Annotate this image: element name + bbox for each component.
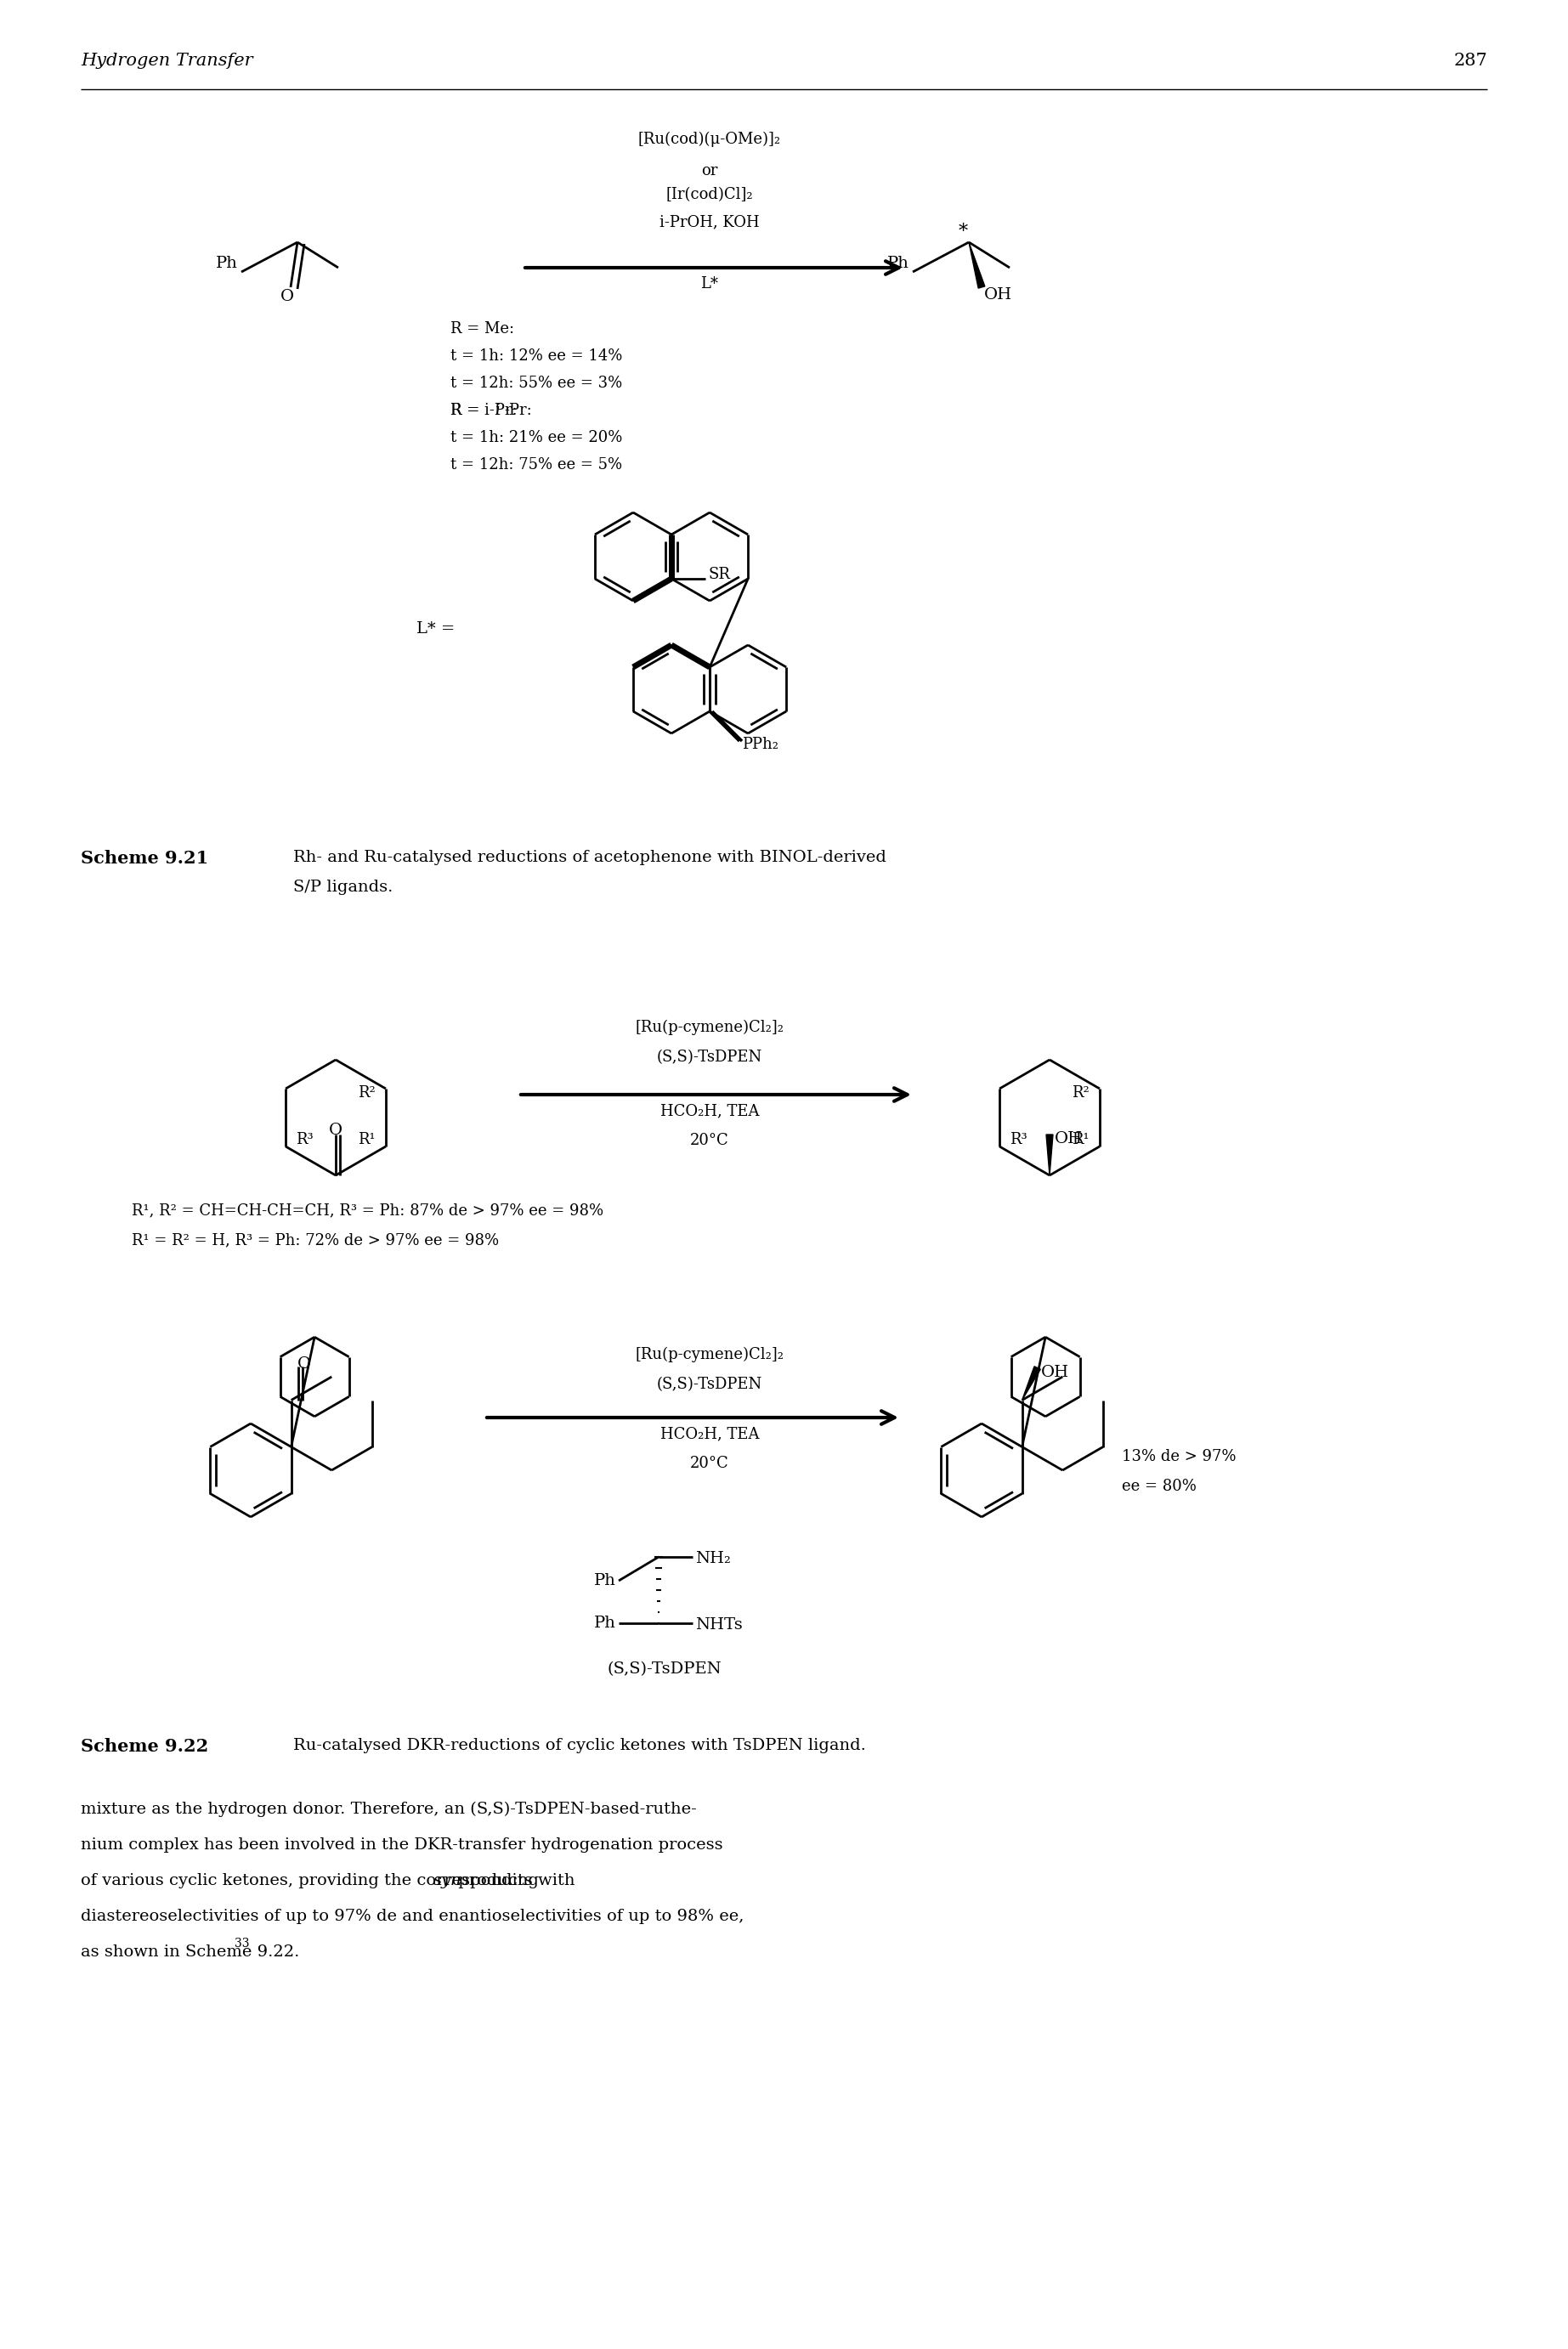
Text: SR: SR (709, 566, 731, 583)
Text: Ph: Ph (594, 1574, 616, 1588)
Text: R¹: R¹ (358, 1132, 376, 1146)
Text: R¹, R² = CH=CH-CH=CH, R³ = Ph: 87% de > 97% ee = 98%: R¹, R² = CH=CH-CH=CH, R³ = Ph: 87% de > … (132, 1203, 604, 1217)
Text: (S,S)-TsDPEN: (S,S)-TsDPEN (608, 1661, 723, 1677)
Text: Rh- and Ru-catalysed reductions of acetophenone with BINOL-derived: Rh- and Ru-catalysed reductions of aceto… (293, 850, 886, 864)
Text: of various cyclic ketones, providing the corresponding: of various cyclic ketones, providing the… (80, 1872, 544, 1889)
Text: (S,S)-TsDPEN: (S,S)-TsDPEN (657, 1377, 762, 1393)
Text: NH₂: NH₂ (695, 1550, 731, 1567)
Text: 20°C: 20°C (690, 1132, 729, 1149)
Text: HCO₂H, TEA: HCO₂H, TEA (660, 1104, 759, 1118)
Text: NHTs: NHTs (695, 1616, 743, 1633)
Text: R²: R² (358, 1085, 376, 1102)
Text: i: i (494, 402, 500, 418)
Text: syn: syn (434, 1872, 463, 1889)
Text: -Pr:: -Pr: (503, 402, 532, 418)
Text: [Ru(p-cymene)Cl₂]₂: [Ru(p-cymene)Cl₂]₂ (635, 1346, 784, 1362)
Text: 13% de > 97%: 13% de > 97% (1123, 1449, 1236, 1463)
Text: HCO₂H, TEA: HCO₂H, TEA (660, 1426, 759, 1442)
Text: O: O (329, 1123, 342, 1137)
Text: OH: OH (1041, 1365, 1069, 1379)
Text: PPh₂: PPh₂ (742, 738, 779, 752)
Text: t = 12h: 75% ee = 5%: t = 12h: 75% ee = 5% (450, 458, 622, 472)
Text: nium complex has been involved in the DKR-transfer hydrogenation process: nium complex has been involved in the DK… (80, 1837, 723, 1853)
Text: Scheme 9.22: Scheme 9.22 (80, 1738, 209, 1755)
Text: Scheme 9.21: Scheme 9.21 (80, 850, 209, 867)
Text: ee = 80%: ee = 80% (1123, 1480, 1196, 1494)
Text: t = 1h: 21% ee = 20%: t = 1h: 21% ee = 20% (450, 430, 622, 446)
Text: Ph: Ph (594, 1616, 616, 1630)
Text: R²: R² (1073, 1085, 1090, 1102)
Text: diastereoselectivities of up to 97% de and enantioselectivities of up to 98% ee,: diastereoselectivities of up to 97% de a… (80, 1910, 743, 1924)
Text: (S,S)-TsDPEN: (S,S)-TsDPEN (657, 1050, 762, 1064)
Text: R³: R³ (296, 1132, 314, 1146)
Polygon shape (1046, 1135, 1054, 1174)
Text: Ph: Ph (887, 256, 909, 270)
Text: L*: L* (701, 277, 718, 291)
Text: t = 12h: 55% ee = 3%: t = 12h: 55% ee = 3% (450, 376, 622, 390)
Text: S/P ligands.: S/P ligands. (293, 879, 394, 895)
Text: O: O (296, 1355, 310, 1372)
Text: O: O (281, 289, 295, 305)
Text: Ru-catalysed DKR-reductions of cyclic ketones with TsDPEN ligand.: Ru-catalysed DKR-reductions of cyclic ke… (293, 1738, 866, 1752)
Text: [Ru(p-cymene)Cl₂]₂: [Ru(p-cymene)Cl₂]₂ (635, 1019, 784, 1036)
Text: [Ru(cod)(μ-OMe)]₂: [Ru(cod)(μ-OMe)]₂ (638, 132, 781, 148)
Text: 287: 287 (1454, 52, 1488, 68)
Text: i-PrOH, KOH: i-PrOH, KOH (660, 214, 759, 230)
Text: Hydrogen Transfer: Hydrogen Transfer (80, 52, 252, 68)
Text: t = 1h: 12% ee = 14%: t = 1h: 12% ee = 14% (450, 348, 622, 364)
Text: R³: R³ (1010, 1132, 1027, 1146)
Text: or: or (701, 162, 718, 179)
Polygon shape (1022, 1367, 1041, 1400)
Text: *: * (958, 223, 967, 242)
Text: R =: R = (450, 402, 485, 418)
Text: as shown in Scheme 9.22.: as shown in Scheme 9.22. (80, 1945, 299, 1959)
Text: mixture as the hydrogen donor. Therefore, an (S,S)-TsDPEN-based-ruthe-: mixture as the hydrogen donor. Therefore… (80, 1802, 696, 1818)
Polygon shape (969, 242, 985, 289)
Text: [Ir(cod)Cl]₂: [Ir(cod)Cl]₂ (666, 188, 753, 202)
Text: Ph: Ph (216, 256, 238, 270)
Text: R¹: R¹ (1073, 1132, 1090, 1146)
Text: 20°C: 20°C (690, 1456, 729, 1470)
Text: 33: 33 (235, 1938, 249, 1950)
Text: OH: OH (985, 287, 1013, 303)
Text: OH: OH (1055, 1132, 1083, 1146)
Text: L* =: L* = (417, 620, 455, 637)
Text: R = ⁠​i⁠-​Pr:: R = ⁠​i⁠-​Pr: (450, 402, 517, 418)
Text: R = Me:: R = Me: (450, 322, 514, 336)
Text: R¹ = R² = H, R³ = Ph: 72% de > 97% ee = 98%: R¹ = R² = H, R³ = Ph: 72% de > 97% ee = … (132, 1233, 499, 1247)
Text: products with: products with (453, 1872, 575, 1889)
